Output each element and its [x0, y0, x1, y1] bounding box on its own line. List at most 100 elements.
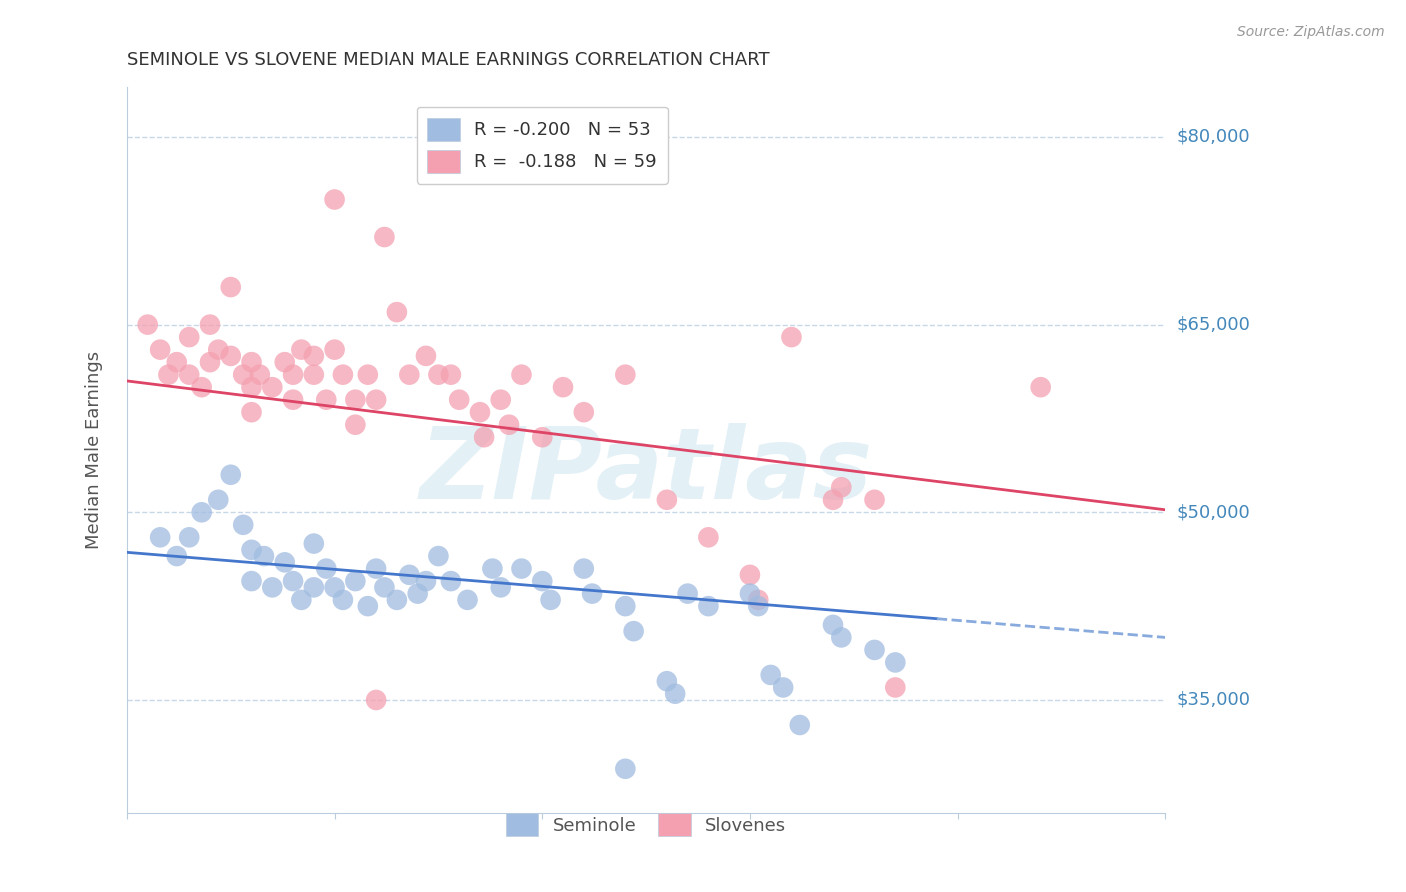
Point — [281, 392, 304, 407]
Point — [281, 574, 304, 588]
Point — [207, 343, 229, 357]
Point — [830, 631, 852, 645]
Point — [747, 593, 769, 607]
Point — [373, 580, 395, 594]
Point — [207, 492, 229, 507]
Point — [427, 549, 450, 563]
Text: ZIPatlas: ZIPatlas — [419, 423, 873, 520]
Point — [655, 492, 678, 507]
Point — [302, 536, 325, 550]
Point — [179, 368, 201, 382]
Point — [274, 555, 297, 569]
Point — [281, 368, 304, 382]
Point — [240, 574, 263, 588]
Point — [357, 368, 380, 382]
Point — [572, 405, 595, 419]
Point — [821, 492, 844, 507]
Text: $50,000: $50,000 — [1177, 503, 1250, 521]
Point — [166, 549, 188, 563]
Point — [789, 718, 811, 732]
Point — [190, 505, 212, 519]
Point — [366, 561, 388, 575]
Y-axis label: Median Male Earnings: Median Male Earnings — [86, 351, 103, 549]
Point — [373, 230, 395, 244]
Point — [614, 762, 637, 776]
Point — [747, 599, 769, 614]
Point — [253, 549, 276, 563]
Point — [190, 380, 212, 394]
Point — [262, 580, 284, 594]
Point — [572, 561, 595, 575]
Point — [406, 586, 429, 600]
Point — [540, 593, 562, 607]
Point — [315, 392, 337, 407]
Point — [738, 567, 761, 582]
Point — [472, 430, 495, 444]
Point — [198, 355, 221, 369]
Point — [830, 480, 852, 494]
Point — [344, 417, 367, 432]
Point — [481, 561, 503, 575]
Point — [366, 392, 388, 407]
Point — [274, 355, 297, 369]
Point — [332, 368, 354, 382]
Point — [179, 330, 201, 344]
Point — [385, 593, 408, 607]
Point — [510, 368, 533, 382]
Point — [332, 593, 354, 607]
Point — [531, 574, 554, 588]
Point — [344, 392, 367, 407]
Point — [290, 593, 312, 607]
Point — [385, 305, 408, 319]
Point — [240, 380, 263, 394]
Point — [468, 405, 491, 419]
Point — [489, 580, 512, 594]
Point — [664, 687, 686, 701]
Point — [676, 586, 699, 600]
Point — [780, 330, 803, 344]
Point — [398, 567, 420, 582]
Point — [240, 405, 263, 419]
Point — [772, 681, 794, 695]
Point — [449, 392, 471, 407]
Point — [863, 492, 886, 507]
Point — [166, 355, 188, 369]
Point — [323, 193, 346, 207]
Point — [302, 368, 325, 382]
Point — [821, 618, 844, 632]
Point — [302, 349, 325, 363]
Point — [884, 656, 907, 670]
Point — [884, 681, 907, 695]
Point — [240, 355, 263, 369]
Point — [697, 599, 720, 614]
Point — [440, 574, 463, 588]
Point — [427, 368, 450, 382]
Text: Source: ZipAtlas.com: Source: ZipAtlas.com — [1237, 25, 1385, 39]
Point — [290, 343, 312, 357]
Point — [219, 467, 242, 482]
Point — [614, 599, 637, 614]
Point — [262, 380, 284, 394]
Point — [232, 368, 254, 382]
Point — [510, 561, 533, 575]
Point — [489, 392, 512, 407]
Point — [531, 430, 554, 444]
Point — [623, 624, 645, 639]
Point — [240, 542, 263, 557]
Point — [249, 368, 271, 382]
Point — [581, 586, 603, 600]
Point — [440, 368, 463, 382]
Text: $80,000: $80,000 — [1177, 128, 1250, 146]
Point — [149, 343, 172, 357]
Point — [232, 517, 254, 532]
Point — [357, 599, 380, 614]
Point — [302, 580, 325, 594]
Point — [157, 368, 180, 382]
Point — [219, 280, 242, 294]
Point — [457, 593, 479, 607]
Point — [398, 368, 420, 382]
Point — [498, 417, 520, 432]
Point — [136, 318, 159, 332]
Point — [738, 586, 761, 600]
Point — [198, 318, 221, 332]
